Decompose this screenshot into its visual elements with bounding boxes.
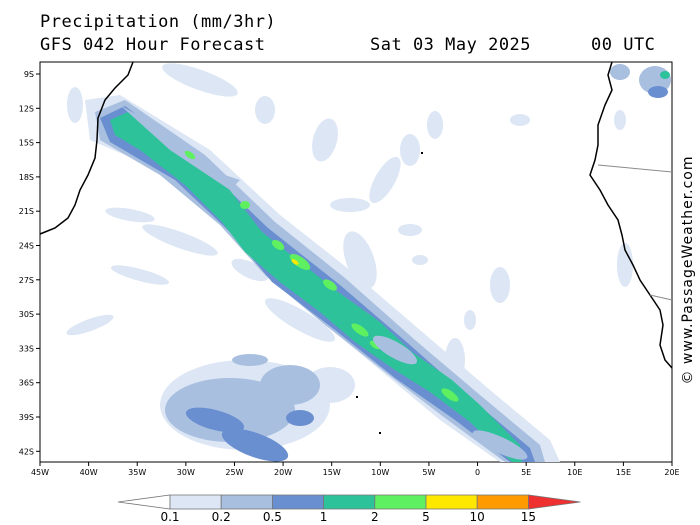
legend-swatch: [169, 494, 222, 510]
legend-labels: 0.1 0.2 0.5 1 2 5 10 15: [160, 510, 536, 524]
lat-label: 39S: [19, 413, 34, 422]
longitude-axis: 45W 40W 35W 30W 25W 20W 15W 10W 5W 0 5E 10E 15E 20E: [31, 462, 680, 477]
lat-label: 33S: [19, 344, 34, 353]
lat-label: 21S: [19, 207, 34, 216]
lon-label: 35W: [128, 468, 146, 477]
precip-northeast-cells: [610, 64, 671, 98]
legend-label: 15: [521, 510, 536, 524]
lon-label: 5E: [521, 468, 531, 477]
forecast-label: GFS 042 Hour Forecast: [40, 35, 266, 55]
legend-label: 1: [320, 510, 328, 524]
legend-label: 0.1: [160, 510, 179, 524]
lon-label: 10W: [371, 468, 389, 477]
latitude-axis: 9S 12S 15S 18S 21S 24S 27S 30S 33S 36S 39S 42S: [19, 70, 40, 456]
lon-label: 20W: [274, 468, 292, 477]
lat-label: 30S: [19, 310, 34, 319]
legend-swatch: [117, 494, 171, 510]
lon-label: 40W: [80, 468, 98, 477]
map-title: Precipitation (mm/3hr): [40, 12, 277, 32]
legend-swatch: [220, 494, 273, 510]
legend-swatch: [323, 494, 376, 510]
legend-label: 5: [422, 510, 430, 524]
lat-label: 24S: [19, 242, 34, 251]
country-borders: [597, 164, 673, 301]
precip-light-patches: [66, 63, 633, 403]
lon-label: 0: [475, 468, 480, 477]
precip-southwest-area: [160, 354, 330, 462]
lat-label: 36S: [19, 379, 34, 388]
coastlines: [39, 61, 673, 369]
forecast-time: 00 UTC: [591, 35, 656, 55]
legend-swatch: [374, 494, 427, 510]
lon-label: 30W: [177, 468, 195, 477]
legend-label: 2: [371, 510, 379, 524]
lat-label: 9S: [24, 70, 34, 79]
lat-label: 12S: [19, 104, 34, 113]
lon-label: 45W: [31, 468, 49, 477]
legend-colorbar: [117, 494, 581, 510]
legend-label: 0.5: [263, 510, 282, 524]
legend-swatch: [425, 494, 478, 510]
legend-label: 0.2: [212, 510, 231, 524]
legend-swatch: [271, 494, 324, 510]
legend-swatch: [528, 494, 581, 510]
lon-label: 15E: [616, 468, 631, 477]
lon-label: 10E: [567, 468, 582, 477]
precip-frontal-band: [85, 95, 560, 462]
lat-label: 27S: [19, 276, 34, 285]
forecast-date: Sat 03 May 2025: [370, 35, 532, 55]
lon-label: 20E: [664, 468, 679, 477]
lat-label: 18S: [19, 173, 34, 182]
lat-label: 42S: [19, 447, 34, 456]
lon-label: 5W: [422, 468, 435, 477]
lon-label: 25W: [225, 468, 243, 477]
legend-swatch: [476, 494, 529, 510]
precip-layer: [66, 63, 671, 462]
legend-label: 10: [470, 510, 485, 524]
lon-label: 15W: [323, 468, 341, 477]
islands: [356, 152, 423, 434]
lat-label: 15S: [19, 139, 34, 148]
